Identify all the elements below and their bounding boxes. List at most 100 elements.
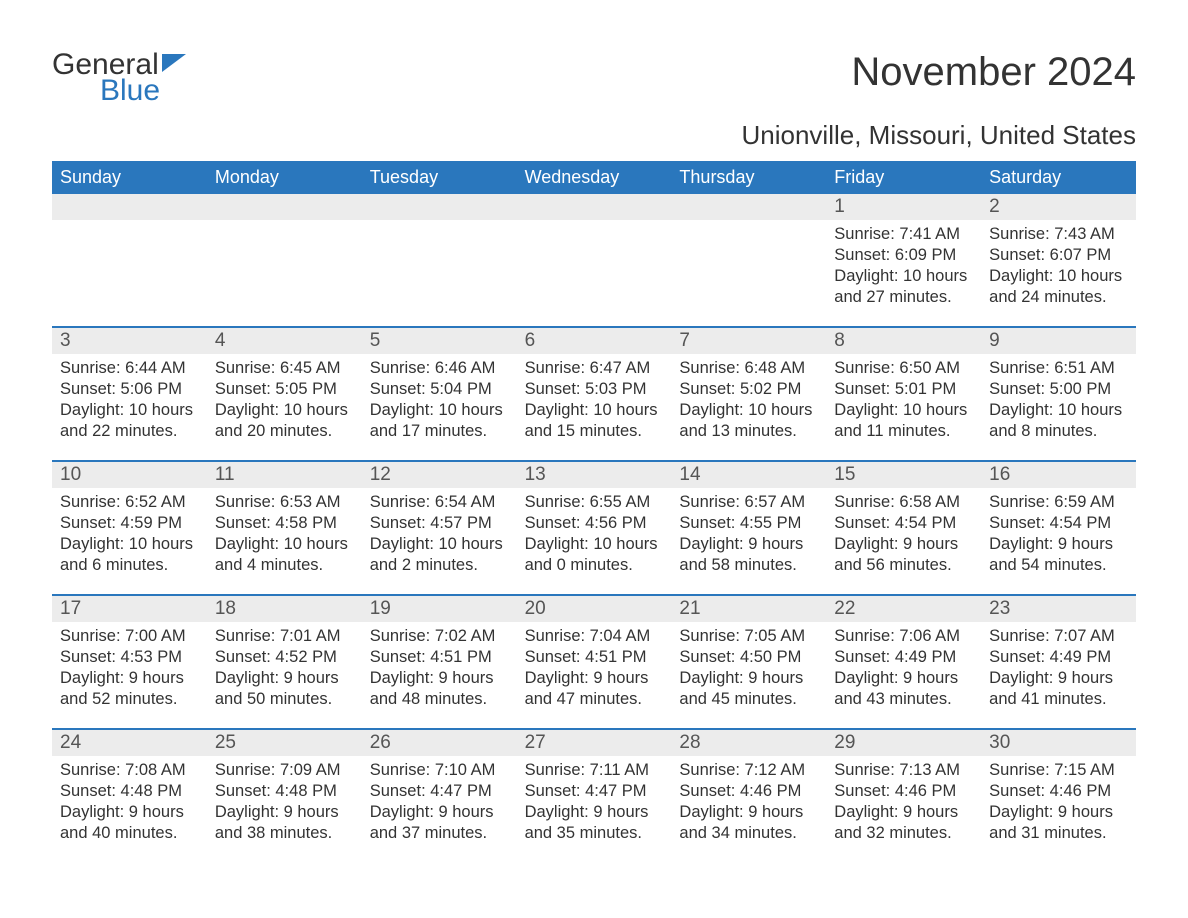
daylight-line2: and 2 minutes. bbox=[370, 555, 509, 576]
daylight-line2: and 47 minutes. bbox=[525, 689, 664, 710]
day-number: 6 bbox=[517, 328, 672, 354]
sunset-text: Sunset: 4:48 PM bbox=[215, 781, 354, 802]
daylight-line1: Daylight: 9 hours bbox=[60, 668, 199, 689]
sunset-text: Sunset: 4:48 PM bbox=[60, 781, 199, 802]
daylight-line1: Daylight: 9 hours bbox=[834, 534, 973, 555]
day-number: 21 bbox=[671, 596, 826, 622]
day-details: Sunrise: 6:45 AMSunset: 5:05 PMDaylight:… bbox=[207, 354, 362, 448]
daylight-line2: and 32 minutes. bbox=[834, 823, 973, 844]
daylight-line2: and 50 minutes. bbox=[215, 689, 354, 710]
daylight-line1: Daylight: 10 hours bbox=[679, 400, 818, 421]
sunset-text: Sunset: 4:51 PM bbox=[370, 647, 509, 668]
daylight-line1: Daylight: 9 hours bbox=[215, 802, 354, 823]
day-details: Sunrise: 6:47 AMSunset: 5:03 PMDaylight:… bbox=[517, 354, 672, 448]
dow-cell: Monday bbox=[207, 161, 362, 194]
daylight-line2: and 34 minutes. bbox=[679, 823, 818, 844]
daylight-line1: Daylight: 10 hours bbox=[215, 400, 354, 421]
day-cell: 24Sunrise: 7:08 AMSunset: 4:48 PMDayligh… bbox=[52, 730, 207, 862]
sunrise-text: Sunrise: 7:02 AM bbox=[370, 626, 509, 647]
day-cell: 22Sunrise: 7:06 AMSunset: 4:49 PMDayligh… bbox=[826, 596, 981, 728]
sunset-text: Sunset: 4:55 PM bbox=[679, 513, 818, 534]
dow-cell: Wednesday bbox=[517, 161, 672, 194]
day-number: 20 bbox=[517, 596, 672, 622]
sunrise-text: Sunrise: 6:44 AM bbox=[60, 358, 199, 379]
day-number: 23 bbox=[981, 596, 1136, 622]
day-number: 13 bbox=[517, 462, 672, 488]
sunrise-text: Sunrise: 6:54 AM bbox=[370, 492, 509, 513]
sunset-text: Sunset: 6:07 PM bbox=[989, 245, 1128, 266]
header: General Blue November 2024 bbox=[52, 50, 1136, 106]
day-details: Sunrise: 6:57 AMSunset: 4:55 PMDaylight:… bbox=[671, 488, 826, 582]
day-cell: 5Sunrise: 6:46 AMSunset: 5:04 PMDaylight… bbox=[362, 328, 517, 460]
day-cell: 23Sunrise: 7:07 AMSunset: 4:49 PMDayligh… bbox=[981, 596, 1136, 728]
sunset-text: Sunset: 5:01 PM bbox=[834, 379, 973, 400]
logo: General Blue bbox=[52, 50, 186, 106]
daylight-line2: and 40 minutes. bbox=[60, 823, 199, 844]
daylight-line2: and 52 minutes. bbox=[60, 689, 199, 710]
dow-cell: Thursday bbox=[671, 161, 826, 194]
sunset-text: Sunset: 5:06 PM bbox=[60, 379, 199, 400]
dow-cell: Tuesday bbox=[362, 161, 517, 194]
day-details: Sunrise: 6:53 AMSunset: 4:58 PMDaylight:… bbox=[207, 488, 362, 582]
day-details: Sunrise: 6:58 AMSunset: 4:54 PMDaylight:… bbox=[826, 488, 981, 582]
sunrise-text: Sunrise: 7:09 AM bbox=[215, 760, 354, 781]
sunrise-text: Sunrise: 6:57 AM bbox=[679, 492, 818, 513]
day-details: Sunrise: 7:15 AMSunset: 4:46 PMDaylight:… bbox=[981, 756, 1136, 850]
day-cell: 25 Sunrise: 7:09 AMSunset: 4:48 PMDayligh… bbox=[207, 730, 362, 862]
sunrise-text: Sunrise: 7:01 AM bbox=[215, 626, 354, 647]
day-cell bbox=[52, 194, 207, 326]
day-details: Sunrise: 6:59 AMSunset: 4:54 PMDaylight:… bbox=[981, 488, 1136, 582]
day-cell: 20Sunrise: 7:04 AMSunset: 4:51 PMDayligh… bbox=[517, 596, 672, 728]
sunset-text: Sunset: 4:46 PM bbox=[834, 781, 973, 802]
day-details: Sunrise: 7:08 AMSunset: 4:48 PMDaylight:… bbox=[52, 756, 207, 850]
empty-daynum-band bbox=[671, 194, 826, 220]
day-cell: 11Sunrise: 6:53 AMSunset: 4:58 PMDayligh… bbox=[207, 462, 362, 594]
day-cell: 15Sunrise: 6:58 AMSunset: 4:54 PMDayligh… bbox=[826, 462, 981, 594]
sunset-text: Sunset: 4:56 PM bbox=[525, 513, 664, 534]
daylight-line1: Daylight: 9 hours bbox=[679, 802, 818, 823]
day-cell: 12Sunrise: 6:54 AMSunset: 4:57 PMDayligh… bbox=[362, 462, 517, 594]
sunset-text: Sunset: 4:49 PM bbox=[834, 647, 973, 668]
sunset-text: Sunset: 4:52 PM bbox=[215, 647, 354, 668]
daylight-line1: Daylight: 10 hours bbox=[989, 400, 1128, 421]
sunset-text: Sunset: 4:53 PM bbox=[60, 647, 199, 668]
daylight-line1: Daylight: 9 hours bbox=[370, 802, 509, 823]
month-title: November 2024 bbox=[851, 50, 1136, 95]
day-number: 27 bbox=[517, 730, 672, 756]
dow-cell: Saturday bbox=[981, 161, 1136, 194]
logo-word-blue: Blue bbox=[100, 76, 160, 106]
empty-daynum-band bbox=[207, 194, 362, 220]
day-details: Sunrise: 6:48 AMSunset: 5:02 PMDaylight:… bbox=[671, 354, 826, 448]
day-details: Sunrise: 6:44 AMSunset: 5:06 PMDaylight:… bbox=[52, 354, 207, 448]
day-details: Sunrise: 7:07 AMSunset: 4:49 PMDaylight:… bbox=[981, 622, 1136, 716]
daylight-line1: Daylight: 9 hours bbox=[525, 802, 664, 823]
daylight-line2: and 6 minutes. bbox=[60, 555, 199, 576]
sunrise-text: Sunrise: 7:04 AM bbox=[525, 626, 664, 647]
day-number: 9 bbox=[981, 328, 1136, 354]
sunrise-text: Sunrise: 7:08 AM bbox=[60, 760, 199, 781]
day-number: 28 bbox=[671, 730, 826, 756]
week-row: 17Sunrise: 7:00 AMSunset: 4:53 PMDayligh… bbox=[52, 594, 1136, 728]
day-cell: 19Sunrise: 7:02 AMSunset: 4:51 PMDayligh… bbox=[362, 596, 517, 728]
daylight-line2: and 4 minutes. bbox=[215, 555, 354, 576]
daylight-line1: Daylight: 9 hours bbox=[989, 534, 1128, 555]
day-number: 4 bbox=[207, 328, 362, 354]
daylight-line1: Daylight: 9 hours bbox=[834, 802, 973, 823]
daylight-line2: and 38 minutes. bbox=[215, 823, 354, 844]
sunrise-text: Sunrise: 6:52 AM bbox=[60, 492, 199, 513]
day-details: Sunrise: 7:13 AMSunset: 4:46 PMDaylight:… bbox=[826, 756, 981, 850]
day-details: Sunrise: 7:01 AMSunset: 4:52 PMDaylight:… bbox=[207, 622, 362, 716]
day-number: 25 bbox=[207, 730, 362, 756]
day-cell: 13Sunrise: 6:55 AMSunset: 4:56 PMDayligh… bbox=[517, 462, 672, 594]
sunrise-text: Sunrise: 7:12 AM bbox=[679, 760, 818, 781]
sunrise-text: Sunrise: 6:53 AM bbox=[215, 492, 354, 513]
day-cell bbox=[207, 194, 362, 326]
day-details: Sunrise: 6:50 AMSunset: 5:01 PMDaylight:… bbox=[826, 354, 981, 448]
sunrise-text: Sunrise: 6:58 AM bbox=[834, 492, 973, 513]
logo-triangle-icon bbox=[162, 54, 186, 72]
daylight-line1: Daylight: 9 hours bbox=[989, 802, 1128, 823]
day-number: 24 bbox=[52, 730, 207, 756]
day-details: Sunrise: 6:52 AMSunset: 4:59 PMDaylight:… bbox=[52, 488, 207, 582]
sunrise-text: Sunrise: 6:48 AM bbox=[679, 358, 818, 379]
daylight-line2: and 11 minutes. bbox=[834, 421, 973, 442]
